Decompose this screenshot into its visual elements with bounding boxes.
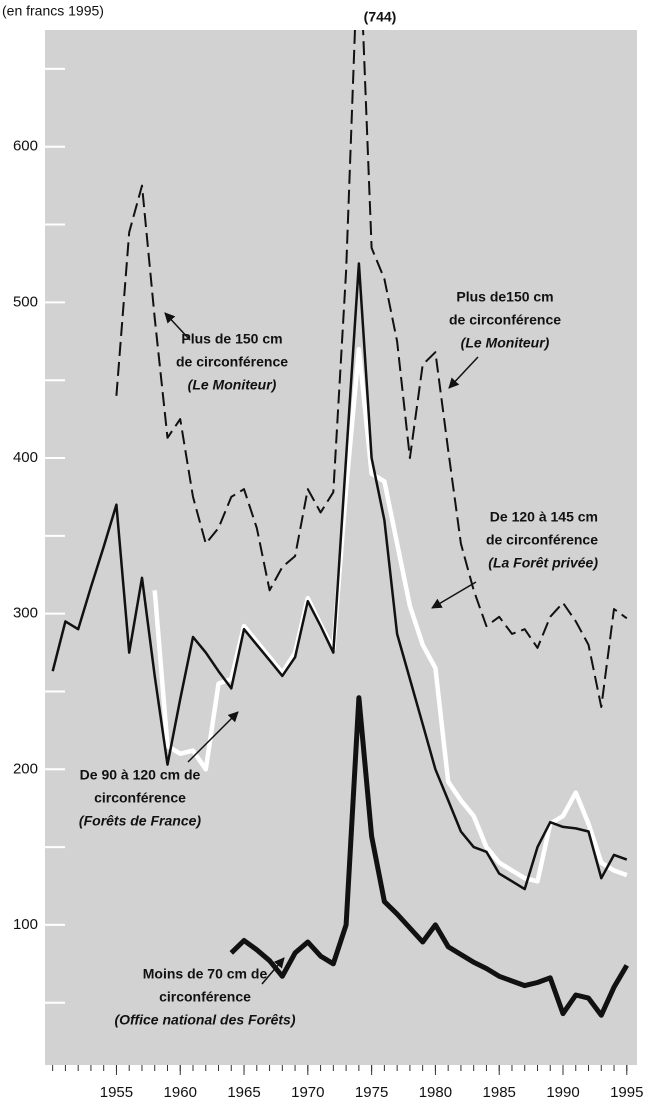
annotation: (La Forêt privée) <box>488 555 598 571</box>
x-tick-label: 1970 <box>291 1084 324 1101</box>
x-tick-label: 1990 <box>546 1084 579 1101</box>
annotation: (Le Moniteur) <box>461 335 550 351</box>
annotation: circonférence <box>159 989 251 1005</box>
peak-label: (744) <box>364 9 397 25</box>
y-tick-label: 300 <box>13 605 38 622</box>
x-tick-label: 1960 <box>164 1084 197 1101</box>
series-line <box>229 695 629 1018</box>
x-tick-label: 1980 <box>419 1084 452 1101</box>
annotations: Plus de 150 cm de circonférence (Le Monite… <box>79 289 598 1028</box>
series-line <box>115 30 628 708</box>
x-tick-label: 1965 <box>227 1084 260 1101</box>
annotation: De 120 à 145 cm <box>490 509 598 525</box>
y-tick-label: 600 <box>13 138 38 155</box>
arrows <box>164 312 479 985</box>
annotation: (Forêts de France) <box>79 813 201 829</box>
y-tick-label: 400 <box>13 449 38 466</box>
y-tick-label: 500 <box>13 293 38 310</box>
annotation: De 90 à 120 cm de <box>80 767 201 783</box>
x-tick-label: 1995 <box>610 1084 643 1101</box>
ticks: 100 200 300 400 500 600 1955 1960 1965 1970 1975 19… <box>13 67 643 1101</box>
y-tick-label: 100 <box>13 916 38 933</box>
x-tick-label: 1955 <box>100 1084 133 1101</box>
arrow <box>448 356 479 389</box>
lines <box>51 30 629 1018</box>
annotation: Plus de150 cm <box>456 289 553 305</box>
annotation: (Office national des Forêts) <box>115 1012 296 1028</box>
arrow <box>187 711 239 763</box>
annotation: (Le Moniteur) <box>188 377 277 393</box>
arrow <box>431 581 477 609</box>
arrow <box>261 957 285 985</box>
arrow <box>164 312 191 341</box>
x-tick-label: 1975 <box>355 1084 388 1101</box>
y-axis-label: (en francs 1995) <box>2 3 104 19</box>
annotation: circonférence <box>94 790 186 806</box>
annotation: de circonférence <box>449 312 561 328</box>
x-tick-label: 1985 <box>483 1084 516 1101</box>
annotation: Plus de 150 cm <box>181 331 282 347</box>
y-tick-label: 200 <box>13 760 38 777</box>
annotation: de circonférence <box>486 532 598 548</box>
annotation: de circonférence <box>176 354 288 370</box>
annotation: Moins de 70 cm de <box>143 966 268 982</box>
series-line <box>51 262 628 891</box>
series-line <box>152 346 628 884</box>
